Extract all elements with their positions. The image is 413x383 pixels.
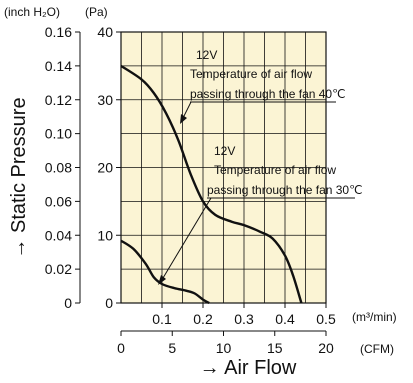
y2-tick-label: 0.12 [45,92,72,108]
x2-tick-label: 10 [216,340,232,356]
curve-30c [120,239,210,305]
ticks: 01020304000.020.040.060.080.100.120.140.… [45,24,336,356]
y-axis-title: → Static Pressure [8,97,30,258]
y2-tick-label: 0.02 [45,261,72,277]
annotation-30c-line1: 12V [214,144,235,158]
y2-tick-label: 0.16 [45,24,72,40]
left-inner-unit-label: (Pa) [85,5,108,19]
y-tick-label: 0 [105,295,113,311]
x2-tick-label: 5 [168,340,176,356]
y-tick-label: 30 [97,92,113,108]
annotation-40c-arrowhead [180,114,187,124]
x2-tick-label: 20 [318,340,334,356]
annotation-40c-line3: passing through the fan 40℃ [190,87,346,101]
x-axis-title: → Air Flow [200,357,297,379]
annotation-40c-leader [182,101,192,119]
y2-tick-label: 0 [64,295,72,311]
y2-tick-label: 0.10 [45,126,72,142]
x-tick-label: 0.3 [234,311,254,327]
x-tick-label: 0.4 [275,311,295,327]
y-tick-label: 10 [97,227,113,243]
x-tick-label: 0.1 [152,311,172,327]
y2-tick-label: 0.06 [45,193,72,209]
y2-tick-label: 0.08 [45,160,72,176]
x2-tick-label: 0 [117,340,125,356]
annotation-40c-line1: 12V [196,48,217,62]
bottom-secondary-unit-label: (CFM) [360,342,394,356]
annotation-30c-line3: passing through the fan 30℃ [207,183,363,197]
bottom-primary-unit-label: (m³/min) [352,310,397,324]
annotation-30c-arrowhead [158,275,166,285]
annotation-40c-line2: Temperature of air flow [190,67,312,81]
y-tick-label: 40 [97,24,113,40]
x-tick-label: 0.5 [316,311,336,327]
x2-tick-label: 15 [267,340,283,356]
y2-tick-label: 0.04 [45,227,72,243]
x-tick-label: 0.2 [193,311,213,327]
y2-tick-label: 0.14 [45,58,72,74]
annotation-30c-line2: Temperature of air flow [214,163,336,177]
left-outer-unit-label: (inch H₂O) [4,5,60,19]
curve-40c [120,64,303,304]
annotation-30c-leader [162,197,212,279]
y-tick-label: 20 [97,160,113,176]
